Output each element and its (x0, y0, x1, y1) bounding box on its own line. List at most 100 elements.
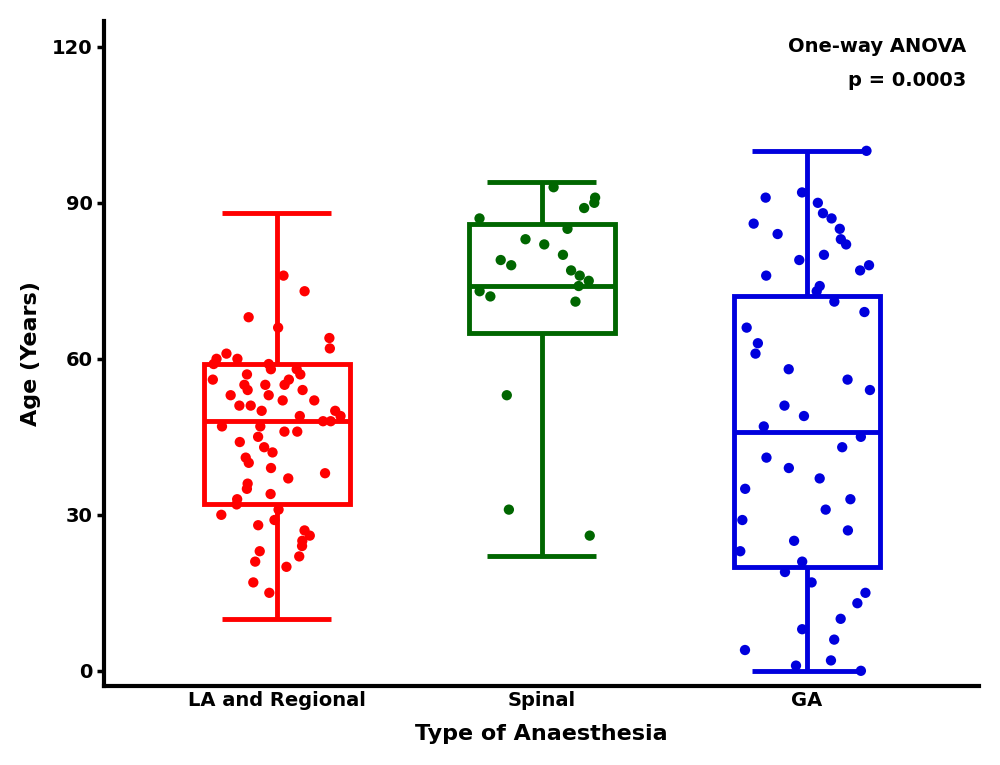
Point (816, 249, 832, 261)
Point (563, 264, 579, 276)
Point (206, 358, 222, 370)
Point (240, 477, 256, 490)
Point (315, 415, 331, 428)
Point (833, 233, 849, 246)
Point (241, 311, 257, 324)
Point (270, 321, 286, 334)
Point (294, 535, 310, 547)
Point (280, 472, 296, 484)
Point (292, 368, 308, 380)
Point (289, 425, 305, 438)
Point (796, 410, 812, 422)
Point (582, 529, 598, 542)
Point (323, 415, 339, 428)
Point (824, 213, 840, 225)
Point (499, 389, 515, 402)
Point (306, 394, 322, 406)
Point (840, 524, 856, 536)
Point (858, 145, 874, 157)
Point (833, 613, 849, 625)
Point (229, 498, 245, 510)
Point (804, 576, 820, 588)
Point (291, 550, 307, 562)
Point (576, 202, 592, 214)
Point (333, 410, 349, 422)
Point (852, 264, 868, 276)
Point (252, 545, 268, 558)
Point (209, 353, 225, 365)
Point (555, 249, 571, 261)
Point (302, 529, 318, 542)
Point (247, 555, 263, 568)
Point (517, 233, 533, 246)
Point (252, 420, 268, 432)
Point (229, 493, 245, 506)
Point (862, 384, 878, 396)
Point (581, 275, 597, 287)
Point (281, 373, 297, 386)
Point (213, 509, 229, 521)
Point (317, 467, 333, 480)
Point (275, 394, 291, 406)
Point (261, 389, 277, 402)
Point (214, 420, 230, 432)
Point (838, 239, 854, 251)
Point (853, 431, 869, 443)
Point (238, 451, 254, 464)
Point (493, 254, 509, 266)
Point (261, 587, 277, 599)
Point (832, 223, 848, 235)
Point (205, 373, 221, 386)
Point (236, 379, 252, 391)
Point (266, 514, 282, 526)
Point (240, 384, 256, 396)
Point (263, 488, 279, 500)
Point (812, 472, 828, 484)
Point (254, 405, 270, 417)
Point (756, 420, 772, 432)
Point (849, 597, 865, 610)
Point (297, 524, 313, 536)
Point (791, 254, 807, 266)
Point (297, 285, 313, 298)
Point (223, 389, 239, 402)
Point (840, 373, 856, 386)
Point (747, 347, 763, 360)
Point (276, 425, 292, 438)
X-axis label: Type of Anaesthesia: Type of Anaesthesia (415, 724, 668, 744)
Point (739, 321, 755, 334)
Point (256, 441, 272, 454)
Point (271, 503, 287, 516)
Point (794, 187, 810, 199)
Point (777, 566, 793, 578)
Point (586, 197, 602, 209)
Point (856, 306, 872, 318)
Point (810, 197, 826, 209)
Point (250, 431, 266, 443)
Point (472, 285, 488, 298)
Point (834, 441, 850, 454)
Point (788, 659, 804, 672)
Point (770, 228, 786, 240)
Point (472, 213, 488, 225)
Point (587, 191, 603, 203)
Point (823, 654, 839, 666)
Point (232, 436, 248, 448)
Point (842, 493, 858, 506)
Y-axis label: Age (Years): Age (Years) (21, 282, 41, 426)
Point (231, 399, 247, 412)
Point (750, 337, 766, 350)
Point (322, 342, 338, 354)
Point (812, 280, 828, 292)
Point (295, 384, 311, 396)
Point (776, 399, 792, 412)
Bar (734, 296, 880, 567)
Point (567, 295, 583, 308)
Point (278, 561, 294, 573)
Point (275, 269, 291, 282)
Point (263, 363, 279, 376)
Point (265, 446, 281, 458)
Point (243, 399, 259, 412)
Bar (469, 223, 615, 333)
Point (826, 295, 842, 308)
